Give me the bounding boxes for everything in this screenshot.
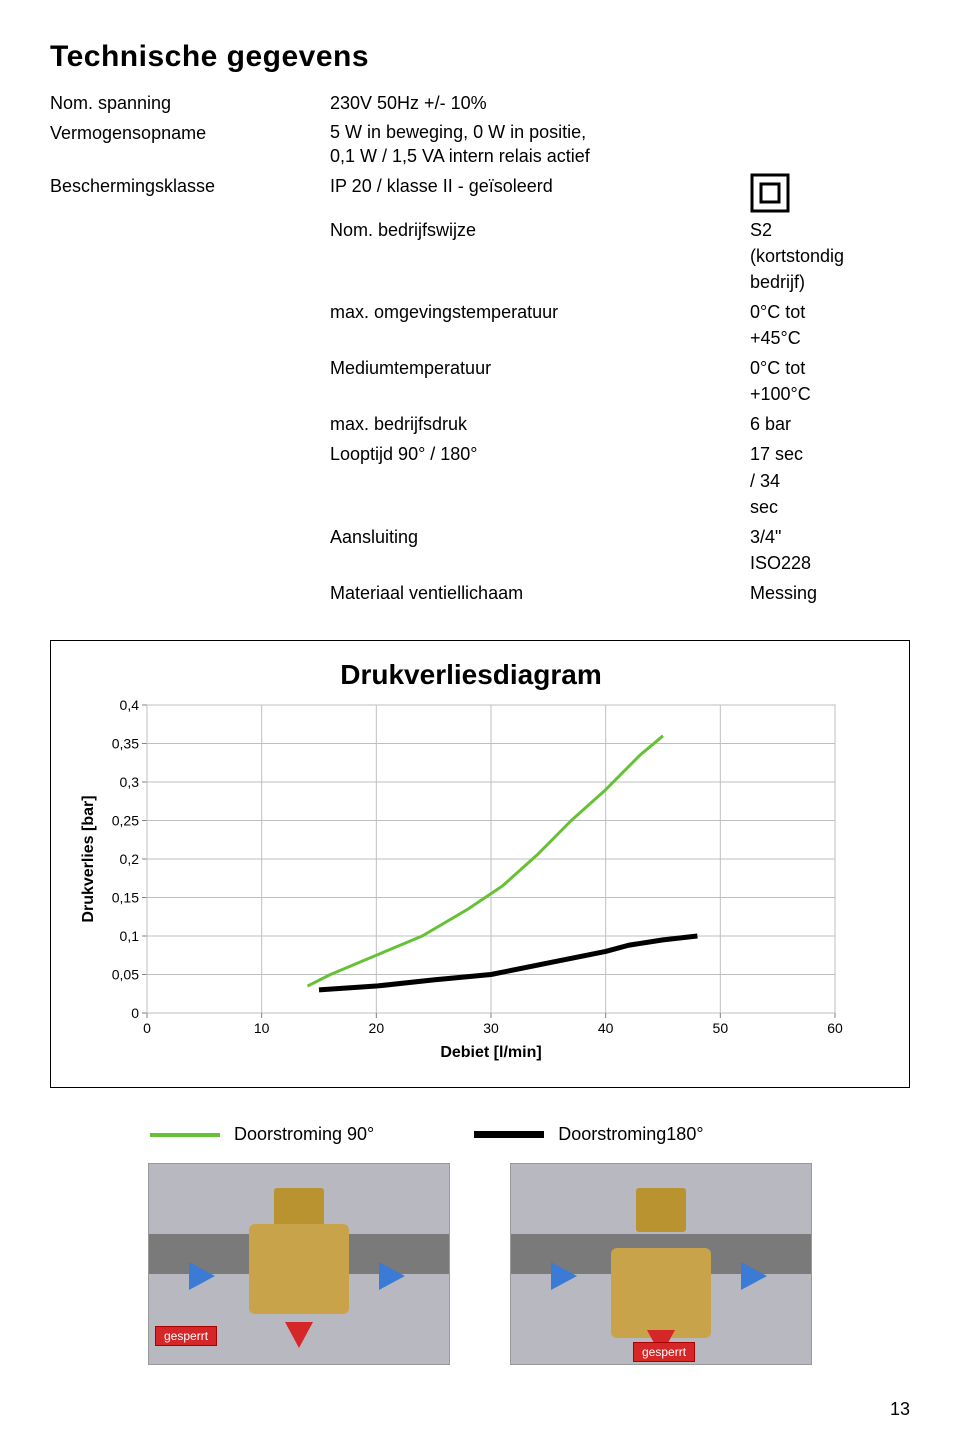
- spec-value: IP 20 / klasse II - geïsoleerd: [330, 173, 750, 199]
- svg-text:0: 0: [131, 1005, 139, 1021]
- svg-text:Debiet [l/min]: Debiet [l/min]: [440, 1044, 541, 1061]
- spec-value: 5 W in beweging, 0 W in positie, 0,1 W /…: [330, 120, 750, 169]
- svg-text:0,15: 0,15: [112, 890, 139, 906]
- spec-label: Aansluiting: [330, 524, 750, 550]
- spec-label: Mediumtemperatuur: [330, 355, 750, 381]
- spec-label: Materiaal ventiellichaam: [330, 580, 750, 606]
- legend-label: Doorstroming180°: [558, 1124, 703, 1145]
- spec-value: 3/4" ISO228: [750, 524, 810, 576]
- svg-text:60: 60: [827, 1020, 843, 1036]
- valve-photo-90: gesperrt: [148, 1163, 450, 1365]
- spec-value: 17 sec / 34 sec: [750, 441, 810, 519]
- photo-tag: gesperrt: [155, 1326, 217, 1346]
- svg-text:0: 0: [143, 1020, 151, 1036]
- spec-value: 6 bar: [750, 411, 810, 437]
- photo-tag: gesperrt: [633, 1342, 695, 1362]
- svg-text:0,05: 0,05: [112, 967, 139, 983]
- drukverlies-chart: 0 0,05 0,1 0,15 0,2 0,25 0,3 0,35 0,4 0 10 20 30 40 50…: [73, 699, 853, 1069]
- spec-label: Beschermingsklasse: [50, 173, 330, 199]
- legend-swatch-black: [474, 1131, 544, 1138]
- svg-text:Drukverlies [bar]: Drukverlies [bar]: [80, 795, 97, 922]
- class-ii-icon: [750, 173, 790, 213]
- svg-text:0,2: 0,2: [120, 851, 140, 867]
- spec-label: max. omgevingstemperatuur: [330, 299, 750, 325]
- spec-value: 0°C tot +100°C: [750, 355, 810, 407]
- svg-text:30: 30: [483, 1020, 499, 1036]
- svg-text:0,4: 0,4: [120, 699, 140, 713]
- svg-text:0,25: 0,25: [112, 813, 139, 829]
- page-number: 13: [890, 1399, 910, 1420]
- chart-container: Drukverliesdiagram 0 0,05 0,1 0,15 0,2 0,25 0,…: [50, 640, 910, 1088]
- page-title: Technische gegevens: [50, 40, 910, 74]
- legend-item-90: Doorstroming 90°: [150, 1124, 374, 1145]
- spec-value: Messing: [750, 580, 810, 606]
- svg-text:40: 40: [598, 1020, 614, 1036]
- spec-label: Nom. spanning: [50, 90, 330, 116]
- spec-label: Vermogensopname: [50, 120, 330, 146]
- photo-row: gesperrt gesperrt: [50, 1163, 910, 1365]
- chart-title: Drukverliesdiagram: [73, 659, 869, 691]
- legend-label: Doorstroming 90°: [234, 1124, 374, 1145]
- spec-value: S2 (kortstondig bedrijf): [750, 217, 810, 295]
- svg-text:10: 10: [254, 1020, 270, 1036]
- svg-text:0,3: 0,3: [120, 774, 140, 790]
- spec-label: Looptijd 90° / 180°: [330, 441, 750, 467]
- legend-swatch-green: [150, 1133, 220, 1137]
- legend-item-180: Doorstroming180°: [474, 1124, 703, 1145]
- spec-label: Nom. bedrijfswijze: [330, 217, 750, 243]
- svg-text:20: 20: [369, 1020, 385, 1036]
- spec-value: 230V 50Hz +/- 10%: [330, 90, 750, 116]
- chart-legend: Doorstroming 90° Doorstroming180°: [150, 1124, 910, 1145]
- svg-text:0,35: 0,35: [112, 736, 139, 752]
- spec-table: Nom. spanning230V 50Hz +/- 10%Vermogenso…: [50, 90, 910, 610]
- svg-text:0,1: 0,1: [120, 928, 140, 944]
- spec-value: 0°C tot +45°C: [750, 299, 810, 351]
- valve-photo-180: gesperrt: [510, 1163, 812, 1365]
- spec-label: max. bedrijfsdruk: [330, 411, 750, 437]
- svg-text:50: 50: [713, 1020, 729, 1036]
